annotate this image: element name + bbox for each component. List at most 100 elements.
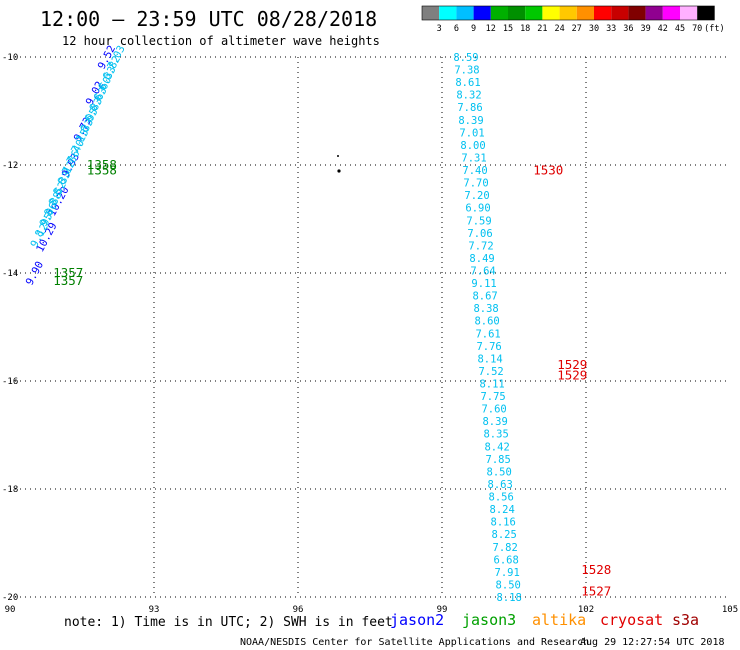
wave-height-value: 6.90 xyxy=(465,203,490,215)
wave-height-value: 7.61 xyxy=(475,328,500,340)
wave-height-value: 7.38 xyxy=(454,65,479,77)
wave-height-value: 8.32 xyxy=(456,90,481,102)
wave-height-value: 8.38 xyxy=(473,303,498,315)
wave-height-value: 8.00 xyxy=(460,140,485,152)
colorbar-label: 39 xyxy=(640,24,650,34)
time-label: 1527 xyxy=(581,584,611,599)
colorbar-swatch xyxy=(542,6,560,20)
satellite-label-jason3: jason3 xyxy=(462,611,516,629)
y-tick-label: -16 xyxy=(2,377,18,387)
colorbar-label: 70 xyxy=(692,24,702,34)
colorbar-swatch xyxy=(611,6,629,20)
time-label: 1358 xyxy=(87,162,117,177)
y-tick-label: -20 xyxy=(2,593,18,603)
data-gap-marker xyxy=(337,155,341,173)
colorbar-label: (ft) xyxy=(704,24,724,34)
footer-source: NOAA/NESDIS Center for Satellite Applica… xyxy=(240,637,589,648)
satellite-label-altika: altika xyxy=(532,611,586,629)
colorbar-swatch xyxy=(422,6,440,20)
colorbar-label: 9 xyxy=(471,24,476,34)
wave-height-value: 7.60 xyxy=(481,404,506,416)
wave-height-value: 7.86 xyxy=(457,102,482,114)
colorbar-label: 36 xyxy=(623,24,633,34)
colorbar-label: 27 xyxy=(572,24,582,34)
satellite-label-jason2: jason2 xyxy=(390,611,444,629)
wave-height-value: 7.76 xyxy=(476,341,501,353)
wave-height-value: 8.67 xyxy=(472,291,497,303)
x-tick-label: 93 xyxy=(149,605,160,615)
wave-height-value: 8.42 xyxy=(484,441,509,453)
wave-height-value: 7.31 xyxy=(461,152,486,164)
satellite-legend: jason2 jason3 altika cryosat s3a xyxy=(390,611,699,629)
wave-height-value: 7.70 xyxy=(463,178,488,190)
x-tick-label: 102 xyxy=(578,605,594,615)
colorbar-swatch xyxy=(576,6,594,20)
wave-height-value: 8.25 xyxy=(492,529,517,541)
colorbar-label: 6 xyxy=(454,24,459,34)
wave-height-value: 9.11 xyxy=(471,278,496,290)
wave-height-value: 7.82 xyxy=(493,542,518,554)
wave-height-value: 7.91 xyxy=(495,567,520,579)
color-scale-legend: 3 6 9 12 15 18 21 24 27 30 33 36 39 42 45 70 (ft) xyxy=(421,5,725,34)
colorbar-swatch xyxy=(559,6,577,20)
wave-height-value: 7.72 xyxy=(468,240,493,252)
wave-height-value: 8.39 xyxy=(482,416,507,428)
wave-height-value: 8.50 xyxy=(487,466,512,478)
colorbar-label: 12 xyxy=(486,24,496,34)
x-tick-label: 90 xyxy=(5,605,16,615)
x-tick-label: 105 xyxy=(722,605,738,615)
wave-height-value: 8.50 xyxy=(496,579,521,591)
y-tick-label: -12 xyxy=(2,161,18,171)
colorbar-swatch xyxy=(680,6,698,20)
colorbar-swatch xyxy=(594,6,612,20)
wave-height-value: 8.18 xyxy=(497,592,522,604)
wave-height-value: 7.40 xyxy=(462,165,487,177)
colorbar-swatch xyxy=(456,6,474,20)
wave-height-value: 7.75 xyxy=(480,391,505,403)
wave-height-value: 6.68 xyxy=(494,554,519,566)
colorbar-label: 21 xyxy=(537,24,547,34)
plot-grid xyxy=(10,56,730,598)
x-tick-label: 96 xyxy=(293,605,304,615)
time-label: 1529 xyxy=(557,368,587,383)
colorbar-swatch xyxy=(490,6,508,20)
colorbar-swatch xyxy=(662,6,680,20)
wave-height-value: 7.52 xyxy=(478,366,503,378)
colorbar-label: 33 xyxy=(606,24,616,34)
wave-height-value: 7.64 xyxy=(470,265,495,277)
time-label: 1357 xyxy=(53,273,83,288)
colorbar-label: 15 xyxy=(503,24,513,34)
wave-height-value: 7.06 xyxy=(467,228,492,240)
footer-timestamp: Aug 29 12:27:54 UTC 2018 xyxy=(580,637,725,648)
satellite-label-cryosat: cryosat xyxy=(600,611,663,629)
time-label: 1530 xyxy=(533,162,563,177)
colorbar-swatch xyxy=(525,6,543,20)
colorbar-label: 30 xyxy=(589,24,599,34)
wave-height-value: 8.56 xyxy=(489,492,514,504)
wave-height-value: 8.35 xyxy=(483,429,508,441)
y-tick-label: -18 xyxy=(2,485,18,495)
y-tick-label: -10 xyxy=(2,53,18,63)
wave-height-value: 8.60 xyxy=(474,316,499,328)
time-label: 1357 xyxy=(53,265,83,280)
wave-height-value: 8.49 xyxy=(469,253,494,265)
wave-height-value: 8.61 xyxy=(455,77,480,89)
y-tick-label: -14 xyxy=(2,269,18,279)
colorbar-swatch xyxy=(697,6,715,20)
chart-subtitle: 12 hour collection of altimeter wave hei… xyxy=(62,34,380,48)
colorbar-label: 42 xyxy=(658,24,668,34)
colorbar-swatch xyxy=(645,6,663,20)
satellite-label-s3a: s3a xyxy=(672,611,699,629)
wave-height-value: 8.14 xyxy=(477,353,502,365)
wave-height-value: 8.39 xyxy=(458,115,483,127)
colorbar-label: 45 xyxy=(675,24,685,34)
wave-height-value: 7.85 xyxy=(486,454,511,466)
wave-height-value: 8.16 xyxy=(491,517,516,529)
colorbar-swatch xyxy=(508,6,526,20)
chart-title: 12:00 – 23:59 UTC 08/28/2018 xyxy=(40,7,377,31)
colorbar-label: 24 xyxy=(554,24,564,34)
colorbar-label: 18 xyxy=(520,24,530,34)
